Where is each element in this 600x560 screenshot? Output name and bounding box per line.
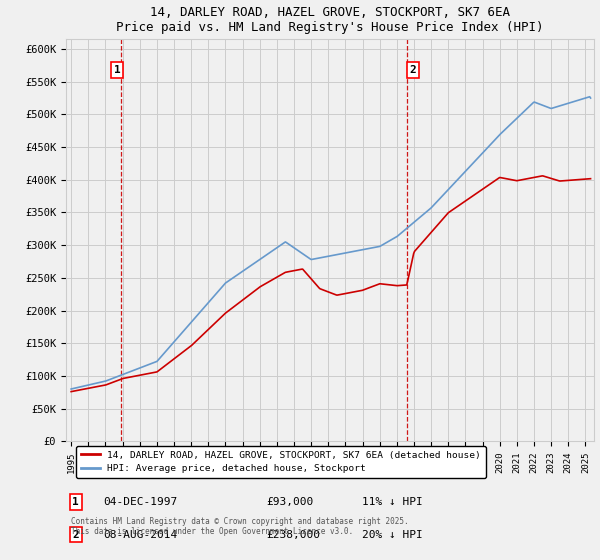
- Text: £93,000: £93,000: [266, 497, 314, 507]
- Text: 2: 2: [409, 65, 416, 75]
- Text: 20% ↓ HPI: 20% ↓ HPI: [362, 530, 422, 540]
- Text: 1: 1: [113, 65, 120, 75]
- Legend: 14, DARLEY ROAD, HAZEL GROVE, STOCKPORT, SK7 6EA (detached house), HPI: Average : 14, DARLEY ROAD, HAZEL GROVE, STOCKPORT,…: [76, 446, 485, 478]
- Text: £238,000: £238,000: [266, 530, 320, 540]
- Text: Contains HM Land Registry data © Crown copyright and database right 2025.
This d: Contains HM Land Registry data © Crown c…: [71, 517, 409, 536]
- Text: 08-AUG-2014: 08-AUG-2014: [103, 530, 177, 540]
- Text: 2: 2: [73, 530, 79, 540]
- Text: 1: 1: [73, 497, 79, 507]
- Title: 14, DARLEY ROAD, HAZEL GROVE, STOCKPORT, SK7 6EA
Price paid vs. HM Land Registry: 14, DARLEY ROAD, HAZEL GROVE, STOCKPORT,…: [116, 6, 544, 34]
- Text: 04-DEC-1997: 04-DEC-1997: [103, 497, 177, 507]
- Text: 11% ↓ HPI: 11% ↓ HPI: [362, 497, 422, 507]
